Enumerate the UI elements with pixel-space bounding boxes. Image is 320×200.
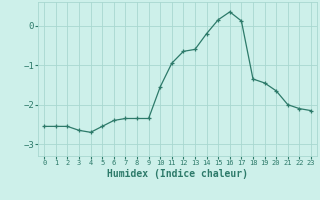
X-axis label: Humidex (Indice chaleur): Humidex (Indice chaleur) bbox=[107, 169, 248, 179]
